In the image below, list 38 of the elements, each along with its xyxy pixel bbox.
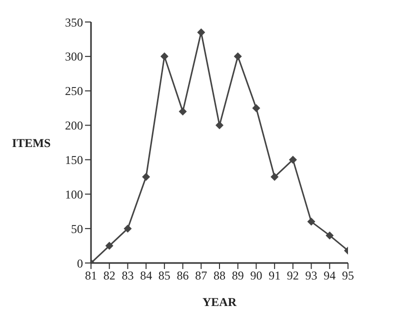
y-tick-label: 350 — [65, 15, 83, 30]
x-tick-label: 93 — [305, 268, 318, 283]
x-tick-label: 90 — [250, 268, 262, 283]
x-tick-label: 88 — [214, 268, 226, 283]
point — [234, 52, 242, 60]
y-axis-title: ITEMS — [12, 136, 52, 150]
y-tick-label: 300 — [65, 50, 83, 64]
y-tick-label: 250 — [65, 84, 83, 98]
x-tick-label: 91 — [268, 268, 281, 283]
x-tick-label: 87 — [195, 268, 208, 283]
y-tick-label: 150 — [65, 152, 83, 167]
y-tick-label: 50 — [71, 222, 83, 236]
point — [288, 156, 297, 164]
x-tick-label: 92 — [286, 268, 299, 283]
x-tick-label: 84 — [140, 268, 152, 283]
point — [142, 172, 150, 181]
point — [124, 224, 132, 233]
x-tick-label: 86 — [176, 268, 189, 283]
y-tick-label: 100 — [65, 187, 83, 202]
point — [326, 231, 334, 240]
point — [252, 104, 260, 112]
point — [307, 218, 316, 226]
x-tick-label: 83 — [122, 268, 134, 283]
point — [160, 52, 168, 60]
point — [270, 172, 279, 181]
point — [178, 108, 187, 116]
x-tick-label: 85 — [158, 268, 170, 283]
x-tick-label: 94 — [324, 268, 336, 283]
y-tick-label: 200 — [65, 118, 83, 133]
y-tick-label: 0 — [77, 256, 83, 270]
point — [105, 242, 114, 250]
x-tick-label: 82 — [103, 268, 116, 283]
x-tick-label: 89 — [232, 268, 244, 283]
x-axis-title: YEAR — [202, 295, 237, 309]
point — [197, 28, 206, 36]
point — [216, 121, 224, 130]
x-tick-label: 95 — [342, 268, 354, 283]
x-tick-label: 81 — [85, 268, 97, 283]
